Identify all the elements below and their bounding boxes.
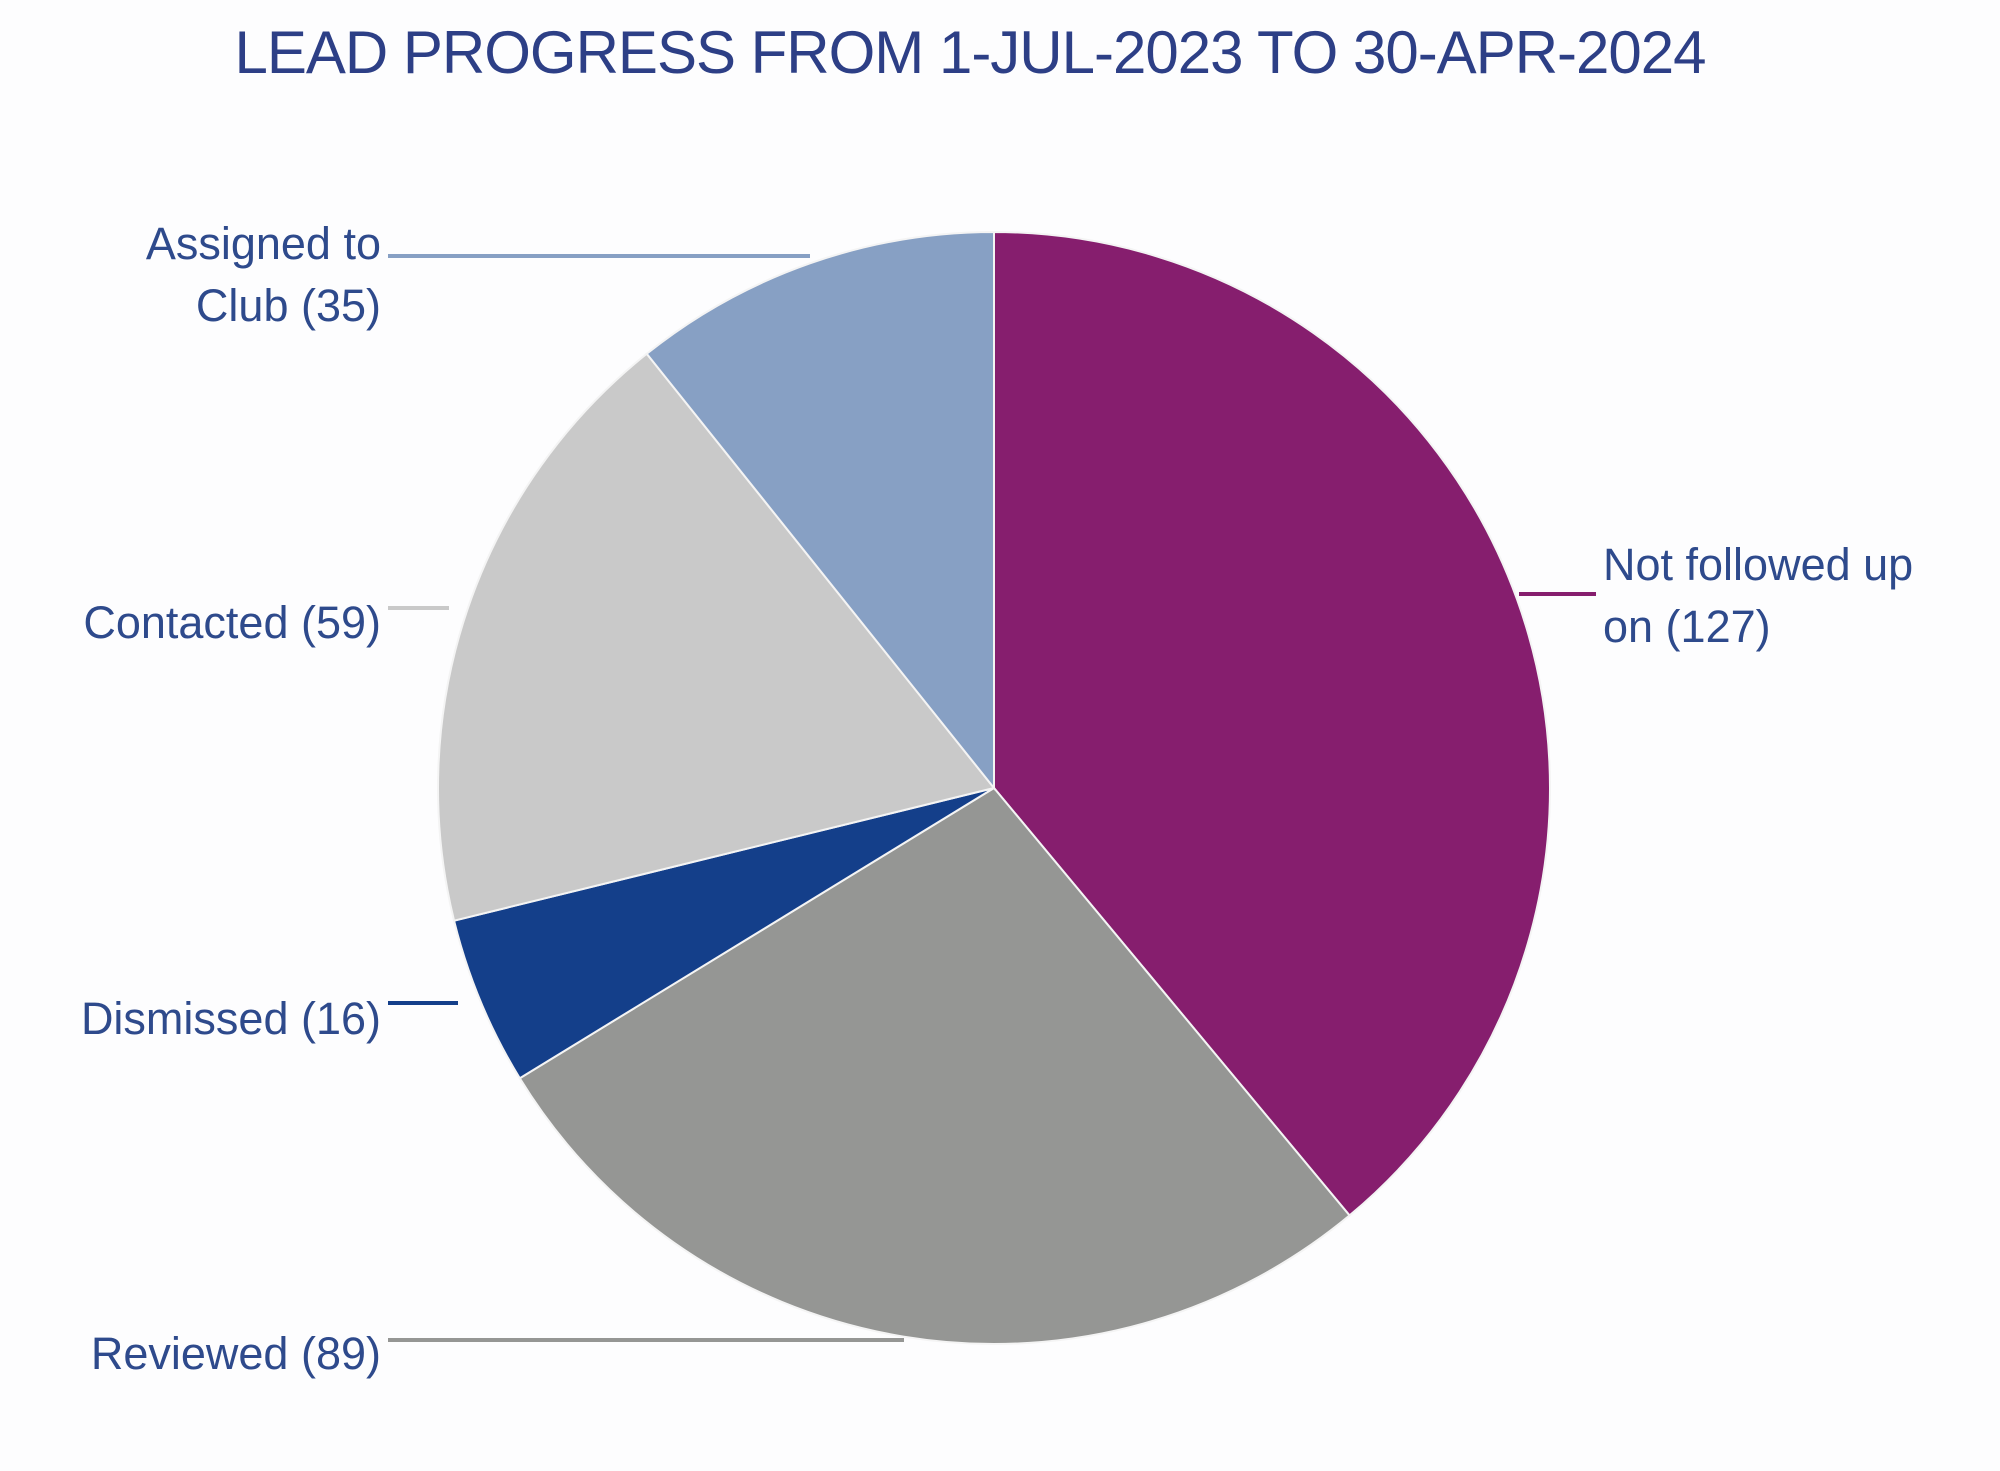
slice-label: Reviewed (89) — [91, 1328, 381, 1379]
pie-slice-assigned-to-club — [645, 230, 995, 791]
pie-slice-reviewed — [518, 786, 1351, 1345]
pie-slice-not-followed-up-on — [993, 230, 1551, 1217]
slice-label: Dismissed (16) — [81, 993, 381, 1044]
slice-label: on (127) — [1603, 601, 1771, 652]
slice-label: Not followed up — [1603, 539, 1913, 590]
pie-slice-contacted — [437, 352, 996, 922]
pie-slice-dismissed — [452, 787, 995, 1080]
slice-label: Club (35) — [196, 280, 381, 331]
slice-label: Contacted (59) — [83, 597, 381, 648]
slice-label: Assigned to — [146, 218, 381, 269]
chart-title: LEAD PROGRESS FROM 1-JUL-2023 TO 30-APR-… — [234, 19, 1707, 86]
